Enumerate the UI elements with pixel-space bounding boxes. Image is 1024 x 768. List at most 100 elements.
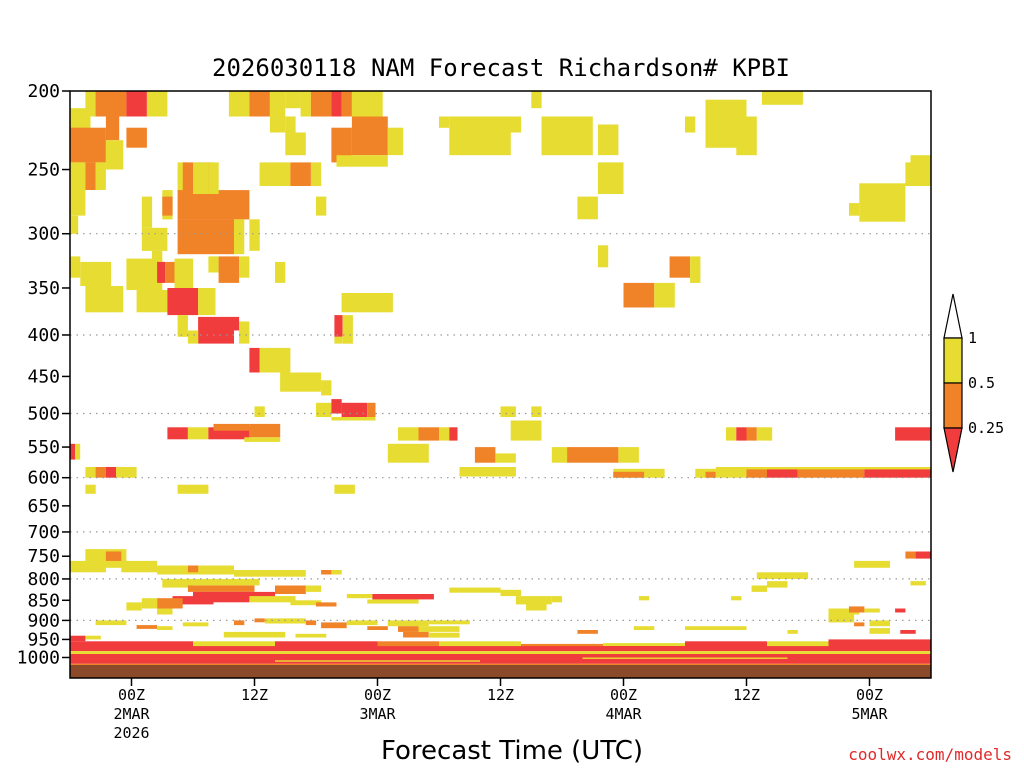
heatmap-cell xyxy=(157,608,173,615)
heatmap-cell xyxy=(521,643,603,647)
heatmap-cell xyxy=(613,471,645,478)
heatmap-cell xyxy=(105,116,120,141)
heatmap-cell xyxy=(316,196,327,216)
heatmap-cell xyxy=(165,261,176,283)
x-tick-label: 12Z xyxy=(487,686,514,704)
heatmap-cell xyxy=(198,288,216,316)
heatmap-cell xyxy=(141,227,168,251)
legend-swatch-gt1 xyxy=(943,293,963,339)
y-tick-label: 750 xyxy=(27,546,60,567)
heatmap-cell xyxy=(346,620,378,626)
heatmap-cell xyxy=(685,626,747,630)
heatmap-cell xyxy=(342,315,353,344)
heatmap-cell xyxy=(275,641,378,647)
heatmap-cell xyxy=(439,641,521,647)
heatmap-cell xyxy=(193,591,275,600)
y-tick-label: 1000 xyxy=(17,647,60,668)
legend-label: 0.5 xyxy=(968,374,995,392)
heatmap-cell xyxy=(70,560,106,573)
heatmap-cell xyxy=(398,626,419,632)
heatmap-cell xyxy=(669,256,691,278)
heatmap-cell xyxy=(234,219,245,255)
heatmap-cell xyxy=(275,261,286,283)
heatmap-cell xyxy=(75,443,81,460)
heatmap-cell xyxy=(187,565,199,573)
heatmap-cell xyxy=(70,256,81,278)
legend-swatch-lt0.25 xyxy=(943,427,963,473)
heatmap-cell xyxy=(531,406,542,417)
heatmap-cell xyxy=(70,215,79,234)
y-tick-label: 450 xyxy=(27,366,60,387)
heatmap-cell xyxy=(905,162,931,186)
heatmap-cell xyxy=(864,468,931,478)
x-tick-label: 4MAR xyxy=(605,705,642,723)
heatmap-cell xyxy=(428,632,460,638)
heatmap-cell xyxy=(174,258,193,290)
legend: 1 0.5 0.25 xyxy=(943,293,1004,473)
heatmap-cell xyxy=(341,293,393,313)
heatmap-cells xyxy=(70,91,932,668)
heatmap-cell xyxy=(367,599,419,604)
heatmap-cell xyxy=(551,447,568,463)
heatmap-cell xyxy=(526,603,547,611)
heatmap-cell xyxy=(577,630,598,634)
heatmap-cell xyxy=(85,162,96,190)
heatmap-cell xyxy=(387,127,404,156)
heatmap-cell xyxy=(418,427,439,441)
heatmap-cell xyxy=(567,447,619,463)
y-tick-label: 200 xyxy=(27,81,60,102)
heatmap-cell xyxy=(249,596,296,603)
heatmap-cell xyxy=(213,423,250,431)
heatmap-cell xyxy=(746,427,757,441)
heatmap-cell xyxy=(756,572,809,579)
heatmap-cell xyxy=(187,427,209,440)
heatmap-cell xyxy=(105,467,117,478)
heatmap-cell xyxy=(249,219,260,251)
heatmap-cell xyxy=(449,587,501,593)
heatmap-cell xyxy=(910,155,931,167)
heatmap-cell xyxy=(187,330,199,344)
heatmap-cell xyxy=(638,596,650,601)
heatmap-cell xyxy=(275,660,480,662)
heatmap-cell xyxy=(854,560,890,568)
y-tick-label: 400 xyxy=(27,325,60,346)
chart-title: 2026030118 NAM Forecast Richardson# KPBI xyxy=(212,54,790,82)
y-tick-label: 250 xyxy=(27,160,60,181)
heatmap-cell xyxy=(218,256,240,283)
heatmap-cell xyxy=(864,608,880,613)
heatmap-cell xyxy=(895,427,931,441)
heatmap-cell xyxy=(597,162,624,194)
heatmap-cell xyxy=(910,581,926,586)
heatmap-cell xyxy=(577,196,598,220)
heatmap-cell xyxy=(208,256,219,273)
heatmap-cell xyxy=(208,162,219,194)
heatmap-cell xyxy=(736,427,747,441)
heatmap-cell xyxy=(290,162,311,186)
x-tick-label: 2MAR xyxy=(113,705,150,723)
heatmap-cell xyxy=(70,654,931,664)
heatmap-cell xyxy=(234,620,245,626)
heatmap-cell xyxy=(177,484,209,494)
y-tick-label: 850 xyxy=(27,590,60,611)
heatmap-cell xyxy=(500,406,516,417)
heatmap-cell xyxy=(403,631,429,638)
heatmap-cell xyxy=(136,625,158,629)
heatmap-cell xyxy=(767,468,798,478)
heatmap-cell xyxy=(336,155,388,167)
heatmap-cell xyxy=(439,427,450,441)
heatmap-cell xyxy=(167,427,188,440)
heatmap-cell xyxy=(70,635,86,642)
heatmap-cell xyxy=(187,585,255,592)
heatmap-cell xyxy=(623,282,655,308)
x-tick-label: 00Z xyxy=(856,686,883,704)
heatmap-cell xyxy=(367,402,376,417)
heatmap-cell xyxy=(70,646,931,652)
heatmap-cell xyxy=(310,162,322,186)
ground-layer xyxy=(70,665,931,678)
heatmap-cell xyxy=(121,560,158,573)
heatmap-cell xyxy=(193,162,209,194)
heatmap-cell xyxy=(849,606,865,613)
heatmap-cell xyxy=(70,443,76,460)
heatmap-cell xyxy=(177,190,250,220)
credit-text: coolwx.com/models xyxy=(848,745,1012,764)
